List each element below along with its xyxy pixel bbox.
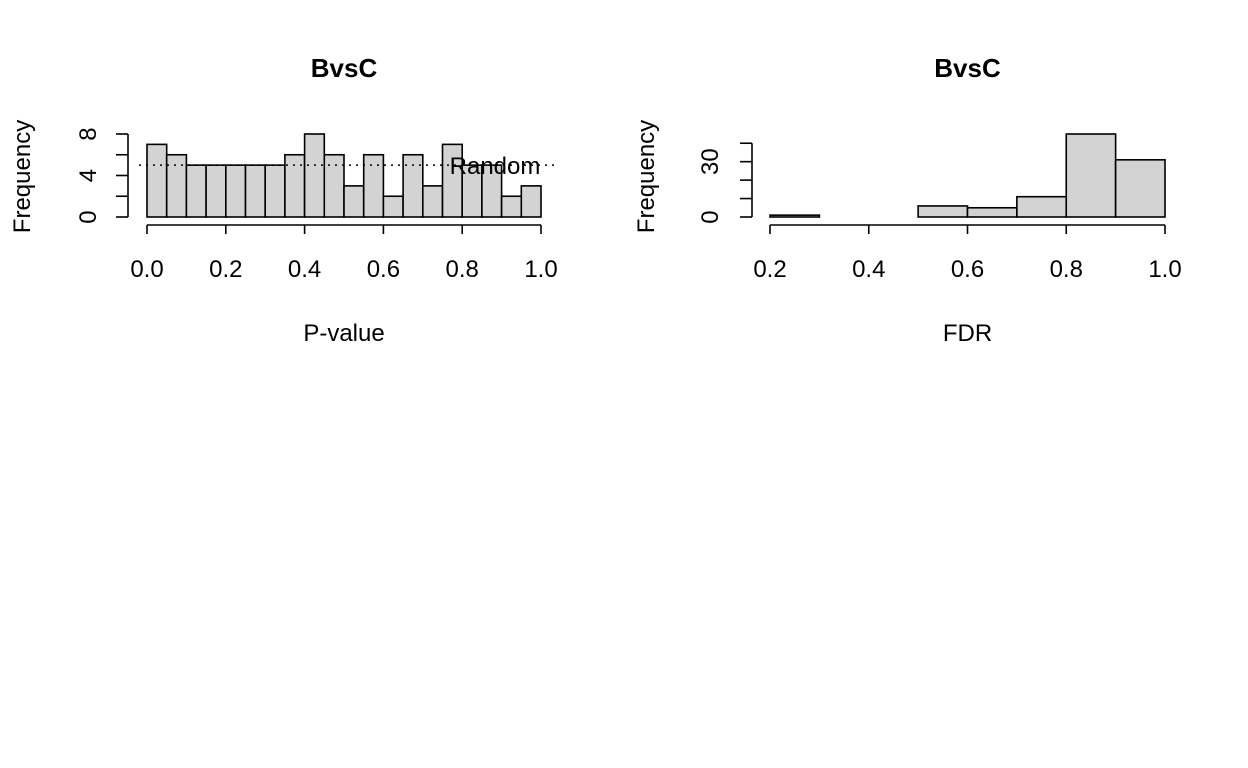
random-reference-label: Random (450, 153, 541, 180)
y-tick-label: 0 (697, 210, 724, 223)
x-tick-label: 1.0 (1148, 256, 1181, 283)
x-tick-label: 0.0 (130, 256, 163, 283)
x-tick-label: 1.0 (524, 256, 557, 283)
histogram-bar (402, 153, 424, 218)
histogram-bar (244, 164, 267, 218)
x-tick-label: 0.8 (446, 256, 479, 283)
x-tick-label: 0.6 (367, 256, 400, 283)
y-axis-title: Frequency (633, 120, 660, 233)
fdr-histogram-panel: BvsC 0.2 0.4 0.6 0.8 1.0 FDR 0 30 Frequency (633, 53, 1182, 347)
y-tick-label: 30 (697, 148, 724, 175)
chart-title: BvsC (934, 53, 1001, 83)
y-tick-label: 8 (75, 127, 102, 140)
histogram-bar (966, 206, 1018, 218)
x-axis-title: FDR (943, 320, 992, 347)
histogram-bar (362, 153, 385, 218)
x-tick-label: 0.2 (753, 256, 786, 283)
histogram-bar (520, 185, 542, 218)
histogram-bar (225, 164, 247, 218)
histogram-bar (421, 185, 444, 218)
x-axis-title: P-value (303, 320, 384, 347)
histogram-bar (303, 133, 326, 218)
x-tick-label: 0.8 (1050, 256, 1083, 283)
x-tick-label: 0.2 (209, 256, 242, 283)
histogram-bar (481, 164, 503, 218)
histogram-bar (205, 164, 227, 218)
histogram-bar (382, 195, 404, 218)
histogram-bar (323, 153, 345, 218)
histogram-bar (1114, 159, 1166, 218)
histogram-bar (917, 205, 969, 218)
x-tick-label: 0.4 (288, 256, 321, 283)
histogram-bar (500, 195, 523, 218)
histogram-bar (284, 153, 306, 218)
y-tick-label: 0 (75, 210, 102, 223)
histogram-bar (1065, 133, 1117, 218)
histogram-bar (769, 214, 821, 218)
x-tick-label: 0.4 (852, 256, 885, 283)
histogram-bar (264, 164, 286, 218)
histogram-bar (165, 153, 188, 218)
histogram-bar (1016, 195, 1068, 218)
pvalue-histogram-panel: BvsC Random 0.0 0.2 0.4 0.6 0.8 1.0 P-value 0 4 8 Fr… (9, 53, 558, 347)
y-axis-title: Frequency (9, 120, 36, 233)
histogram-bar (185, 164, 207, 218)
y-tick-label: 4 (75, 169, 102, 182)
chart-title: BvsC (311, 53, 378, 83)
histogram-bar (343, 185, 365, 218)
histogram-bar (146, 143, 168, 218)
x-tick-label: 0.6 (951, 256, 984, 283)
